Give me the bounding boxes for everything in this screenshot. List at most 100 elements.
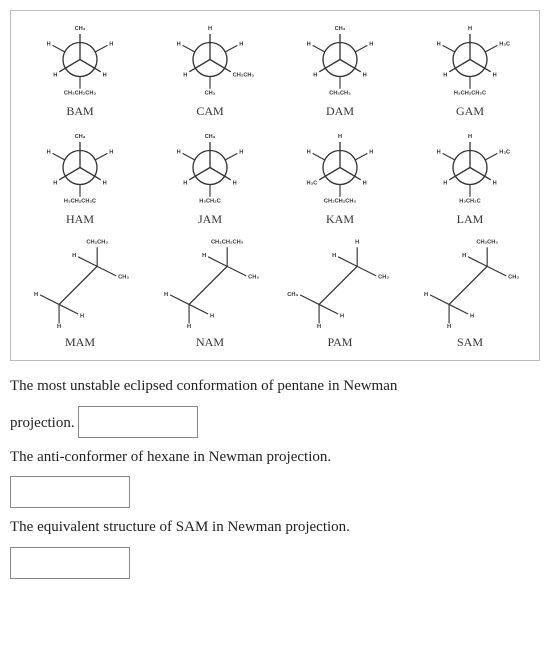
svg-text:H₃CH₂CH₂C: H₃CH₂CH₂C — [454, 90, 486, 96]
svg-text:H: H — [53, 73, 57, 79]
svg-text:CH₂CH₂CH₃: CH₂CH₂CH₃ — [64, 90, 97, 96]
svg-text:H₃CH₂C: H₃CH₂C — [199, 198, 220, 204]
svg-text:H: H — [437, 149, 441, 155]
svg-text:H: H — [239, 149, 243, 155]
svg-text:H: H — [462, 253, 466, 259]
q1-line2: projection. — [10, 406, 540, 438]
svg-text:CH₂CH₃: CH₂CH₃ — [476, 239, 498, 245]
conformer-label: CAM — [196, 104, 223, 119]
svg-text:H: H — [493, 181, 497, 187]
conformer-dam: HHCH₂CH₃CH₃HHDAM — [280, 17, 400, 119]
svg-text:H₃C: H₃C — [307, 181, 318, 187]
svg-text:H: H — [340, 314, 344, 320]
conformer-kam: H H CH₂CH₂CH₃ H H₃C H KAM — [280, 125, 400, 227]
svg-text:H: H — [57, 324, 61, 330]
q3-input[interactable] — [10, 547, 130, 579]
svg-text:H: H — [33, 292, 37, 298]
svg-text:CH₃: CH₃ — [248, 275, 259, 281]
svg-text:H: H — [53, 181, 57, 187]
svg-text:H₃CH₂CH₂C: H₃CH₂CH₂C — [64, 198, 96, 204]
conformer-label: MAM — [65, 335, 95, 350]
conformer-label: SAM — [457, 335, 483, 350]
conformer-label: PAM — [328, 335, 353, 350]
conformer-mam: H H H CH₂CH₃ H CH₃ MAM — [20, 233, 140, 350]
svg-text:H: H — [338, 134, 342, 140]
conformer-label: JAM — [198, 212, 222, 227]
svg-text:H: H — [468, 26, 472, 32]
svg-text:H: H — [47, 41, 51, 47]
svg-text:H: H — [80, 314, 84, 320]
svg-text:H: H — [447, 324, 451, 330]
svg-text:H₃C: H₃C — [499, 41, 510, 47]
svg-text:CH₃: CH₃ — [118, 275, 129, 281]
conformer-label: DAM — [326, 104, 354, 119]
conformer-label: GAM — [456, 104, 484, 119]
conformer-label: BAM — [66, 104, 93, 119]
svg-text:CH₂CH₂CH₃: CH₂CH₂CH₃ — [210, 239, 243, 245]
svg-text:H: H — [177, 149, 181, 155]
svg-text:H₃CH₂C: H₃CH₂C — [459, 198, 480, 204]
svg-text:H: H — [355, 239, 359, 245]
svg-text:H: H — [317, 324, 321, 330]
svg-text:CH₂CH₃: CH₂CH₃ — [86, 239, 108, 245]
svg-text:H: H — [177, 41, 181, 47]
svg-text:H: H — [208, 26, 212, 32]
svg-text:H: H — [363, 73, 367, 79]
svg-text:H: H — [72, 253, 76, 259]
q1-input[interactable] — [78, 406, 198, 438]
svg-text:H: H — [313, 73, 317, 79]
conformer-bam: HHCH₂CH₂CH₃CH₃HHBAM — [20, 17, 140, 119]
svg-text:CH₃: CH₃ — [205, 90, 216, 96]
svg-text:H: H — [437, 41, 441, 47]
svg-text:CH₃: CH₃ — [75, 134, 86, 140]
svg-text:H: H — [239, 41, 243, 47]
q3-text: The equivalent structure of SAM in Newma… — [10, 516, 540, 539]
svg-text:H: H — [369, 41, 373, 47]
conformer-label: HAM — [66, 212, 94, 227]
svg-text:H: H — [363, 181, 367, 187]
conformer-ham: HHH₃CH₂CH₂CCH₃HHHAM — [20, 125, 140, 227]
svg-text:H: H — [468, 134, 472, 140]
svg-text:H: H — [183, 73, 187, 79]
svg-text:H: H — [103, 181, 107, 187]
conformer-sam: HHHCH₂CH₃HCH₃SAM — [410, 233, 530, 350]
svg-text:H: H — [307, 149, 311, 155]
conformer-cam: H H CH₃ H H CH₂CH₃ CAM — [150, 17, 270, 119]
svg-text:H: H — [369, 149, 373, 155]
svg-text:H: H — [202, 253, 206, 259]
svg-text:H: H — [443, 181, 447, 187]
svg-text:H: H — [493, 73, 497, 79]
svg-text:H: H — [443, 73, 447, 79]
svg-text:H: H — [103, 73, 107, 79]
conformer-pam: CH₃HHHHCH₃PAM — [280, 233, 400, 350]
conformer-label: KAM — [326, 212, 354, 227]
svg-text:CH₃: CH₃ — [205, 134, 216, 140]
svg-text:CH₂CH₃: CH₂CH₃ — [329, 90, 351, 96]
conformer-label: LAM — [457, 212, 484, 227]
svg-text:H: H — [109, 149, 113, 155]
svg-text:H: H — [470, 314, 474, 320]
q2-input-wrap — [10, 476, 540, 508]
sawhorse-row: HHHCH₂CH₃HCH₃MAMHHHCH₂CH₂CH₃HCH₃NAMCH₃HH… — [15, 233, 535, 350]
conformer-nam: H H H CH₂CH₂CH₃ H CH₃ NAM — [150, 233, 270, 350]
svg-text:H: H — [210, 314, 214, 320]
svg-text:CH₃: CH₃ — [335, 26, 346, 32]
svg-text:CH₂CH₂CH₃: CH₂CH₂CH₃ — [324, 198, 357, 204]
svg-text:H₃C: H₃C — [499, 149, 510, 155]
svg-text:H: H — [187, 324, 191, 330]
conformer-label: NAM — [196, 335, 224, 350]
newman-row-1: H H CH₂CH₂CH₃ CH₃ H H BAM H H CH₃ H H CH₂CH₃ CAM H H CH₂… — [15, 17, 535, 119]
conformer-jam: HHH₃CH₂CCH₃HHJAM — [150, 125, 270, 227]
svg-text:CH₃: CH₃ — [287, 292, 298, 298]
svg-text:CH₃: CH₃ — [75, 26, 86, 32]
conformers-diagram: H H CH₂CH₂CH₃ CH₃ H H BAM H H CH₃ H H CH₂CH₃ CAM H H CH₂… — [10, 10, 540, 361]
svg-text:H: H — [233, 181, 237, 187]
svg-text:H: H — [163, 292, 167, 298]
newman-row-2: H H H₃CH₂CH₂C CH₃ H H HAM H H H₃CH₂C CH₃ H H JAM H H CH₂… — [15, 125, 535, 227]
svg-text:H: H — [423, 292, 427, 298]
q3-input-wrap — [10, 547, 540, 579]
svg-text:CH₂CH₃: CH₂CH₃ — [233, 73, 255, 79]
conformer-lam: H₃C H H₃CH₂C H H H LAM — [410, 125, 530, 227]
q2-text: The anti-conformer of hexane in Newman p… — [10, 446, 540, 469]
q2-input[interactable] — [10, 476, 130, 508]
